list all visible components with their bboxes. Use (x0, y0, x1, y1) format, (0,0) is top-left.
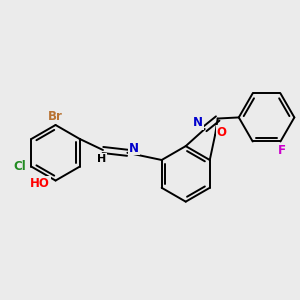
Text: F: F (278, 144, 286, 158)
Text: O: O (217, 126, 227, 139)
Text: H: H (97, 154, 106, 164)
Text: N: N (193, 116, 203, 129)
Text: Br: Br (48, 110, 63, 123)
Text: N: N (129, 142, 139, 155)
Text: HO: HO (30, 177, 50, 190)
Text: Cl: Cl (13, 160, 26, 173)
